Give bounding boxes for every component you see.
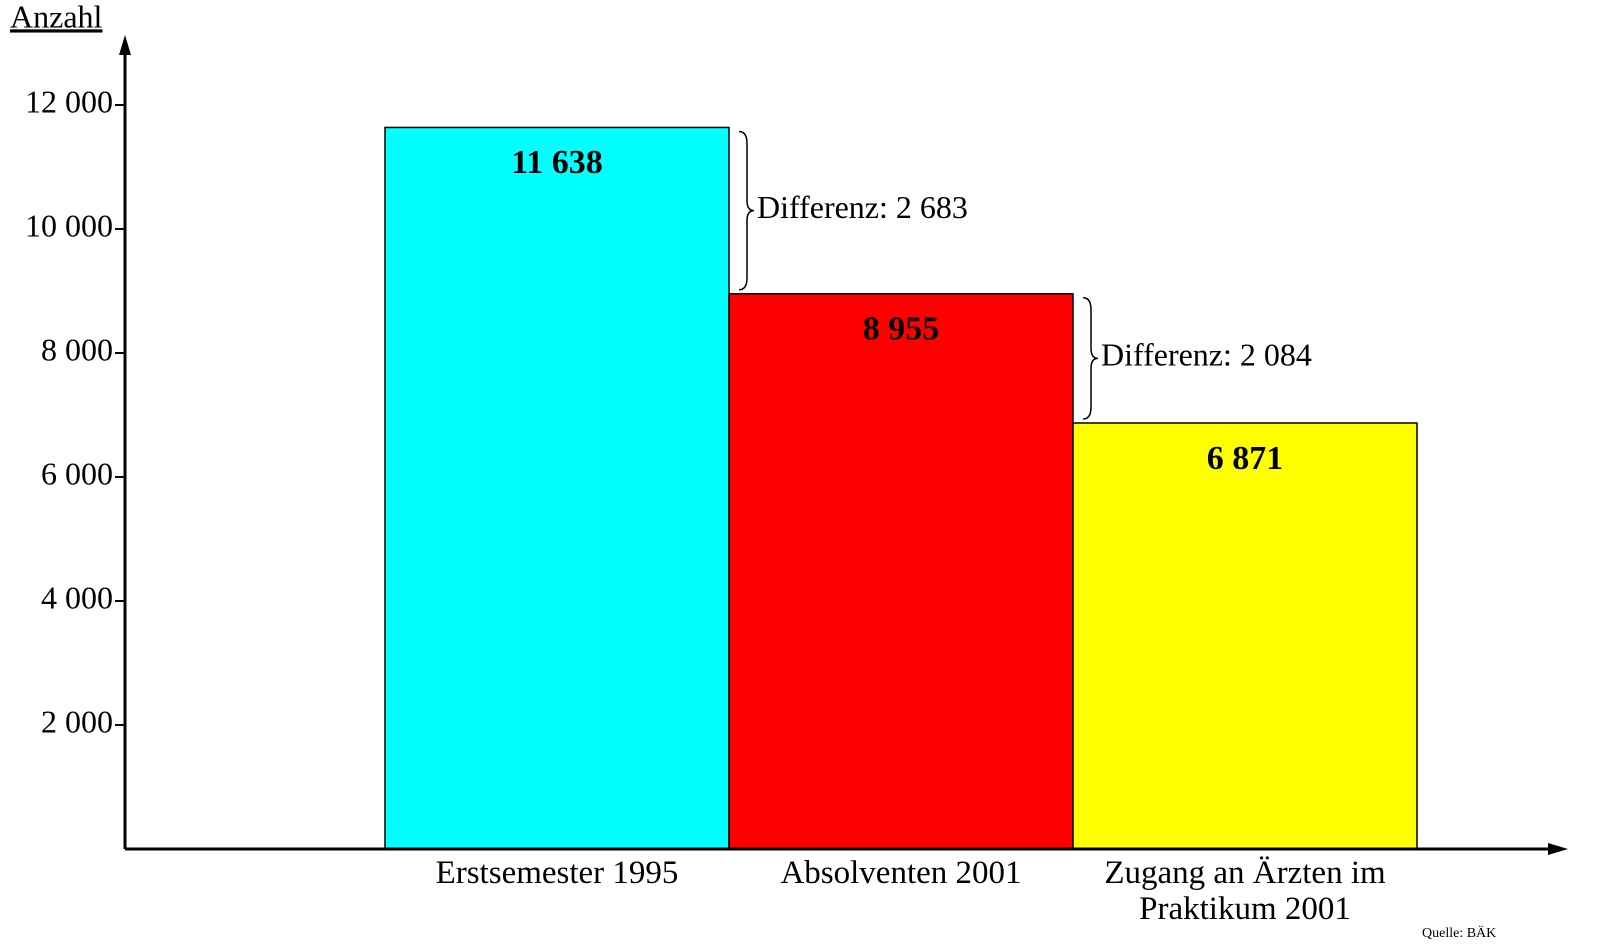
value-label: 11 638	[511, 144, 603, 181]
x-axis-arrow	[1548, 843, 1568, 855]
difference-brace	[1082, 297, 1099, 420]
y-tick-label: 10 000	[25, 207, 113, 243]
x-tick-label-box: Erstsemester 1995	[435, 855, 679, 891]
y-tick-label: 12 000	[25, 83, 113, 119]
y-axis-label: Anzahl	[10, 0, 103, 34]
x-tick-label: Absolventen 2001	[780, 855, 1022, 891]
x-tick-label: Erstsemester 1995	[435, 855, 679, 891]
annotation: Differenz: 2 084	[1101, 337, 1312, 373]
y-axis-arrow	[119, 35, 131, 55]
difference-brace	[738, 130, 755, 291]
x-tick-label: Zugang an Ärzten im Praktikum 2001	[1104, 855, 1386, 928]
y-tick-label: 6 000	[41, 455, 113, 491]
y-tick-label: 4 000	[41, 579, 113, 615]
x-tick-label-box: Zugang an Ärzten im Praktikum 2001	[1104, 855, 1386, 928]
x-tick-label-box: Absolventen 2001	[780, 855, 1022, 891]
y-tick-label: 2 000	[41, 703, 113, 739]
value-label: 8 955	[863, 311, 940, 348]
y-tick-label: 8 000	[41, 331, 113, 367]
bar	[1072, 422, 1418, 850]
annotation: Differenz: 2 683	[757, 189, 968, 225]
bar	[728, 293, 1074, 850]
value-label: 6 871	[1207, 440, 1284, 477]
source: Quelle: BÄK	[1422, 924, 1496, 941]
bar	[384, 126, 730, 850]
